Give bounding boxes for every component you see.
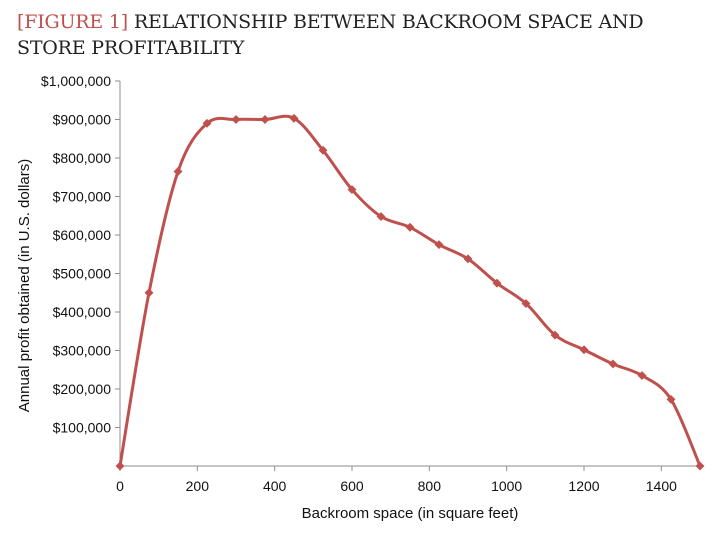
x-tick-label: 200 <box>186 478 210 494</box>
y-tick-label: $100,000 <box>53 420 112 436</box>
data-point-marker <box>521 298 531 309</box>
data-point-marker <box>173 166 183 177</box>
data-point-marker <box>492 278 502 288</box>
x-tick-label: 1000 <box>491 478 522 494</box>
data-point-marker <box>579 345 589 355</box>
chart-axes <box>119 81 700 467</box>
data-point-marker <box>318 145 328 155</box>
data-point-marker <box>231 114 241 125</box>
data-point-marker <box>405 222 415 232</box>
data-point-marker <box>289 113 299 123</box>
data-point-marker <box>347 185 357 195</box>
y-axis-ticks: $100,000 $200,000 $300,000 $400,000 $500,000… <box>41 73 120 436</box>
data-point-marker <box>463 254 473 264</box>
data-point-markers <box>115 113 705 471</box>
x-tick-label: 600 <box>340 478 364 494</box>
data-point-marker <box>260 114 270 125</box>
x-axis-ticks: 0 200 400 600 800 1000 1200 1400 <box>116 466 677 494</box>
data-point-marker <box>376 211 386 222</box>
data-point-marker <box>608 359 618 369</box>
x-tick-label: 1400 <box>646 478 677 494</box>
x-tick-label: 800 <box>418 478 442 494</box>
figure-tag: [FIGURE 1] <box>17 11 129 33</box>
profit-series-line <box>118 114 702 468</box>
data-point-marker <box>666 394 676 404</box>
data-point-marker <box>434 240 444 250</box>
data-point-marker <box>144 288 154 298</box>
figure-title-text: RELATIONSHIP BETWEEN BACKROOM SPACE AND … <box>17 11 644 59</box>
y-tick-label: $800,000 <box>53 150 112 166</box>
x-axis-label: Backroom space (in square feet) <box>302 505 519 522</box>
y-tick-label: $200,000 <box>53 381 112 397</box>
y-tick-label: $700,000 <box>53 189 112 205</box>
data-point-marker <box>115 461 125 471</box>
data-point-marker <box>637 370 647 381</box>
data-point-marker <box>202 118 212 128</box>
x-tick-label: 0 <box>116 478 124 494</box>
y-axis-label: Annual profit obtained (in U.S. dollars) <box>16 159 33 412</box>
data-point-marker <box>695 461 705 471</box>
y-tick-label: $900,000 <box>53 112 112 128</box>
y-tick-label: $1,000,000 <box>41 73 111 89</box>
data-point-marker <box>550 330 560 340</box>
x-tick-label: 400 <box>263 478 287 494</box>
x-tick-label: 1200 <box>568 478 599 494</box>
y-tick-label: $300,000 <box>53 343 112 359</box>
y-tick-label: $500,000 <box>53 266 112 282</box>
y-tick-label: $400,000 <box>53 304 112 320</box>
figure-title: [FIGURE 1] RELATIONSHIP BETWEEN BACKROOM… <box>17 9 717 61</box>
y-tick-label: $600,000 <box>53 227 112 243</box>
